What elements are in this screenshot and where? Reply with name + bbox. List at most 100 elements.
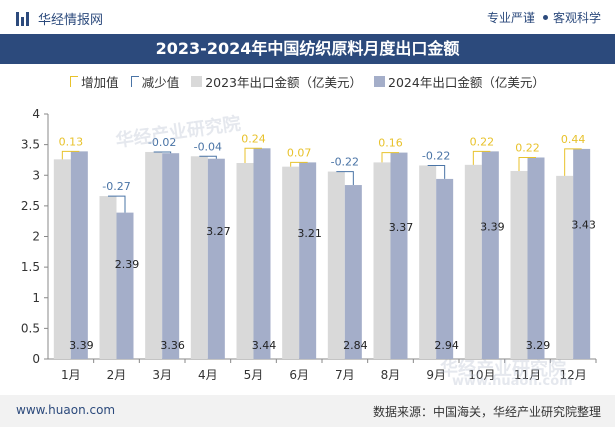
increase-bracket [518, 156, 536, 171]
value-label-2024: 2.94 [434, 339, 459, 352]
change-label: -0.04 [194, 140, 222, 153]
watermark-3: www.huaon.com [452, 374, 573, 389]
legend-increase: 增加值 [70, 72, 119, 91]
value-label-2024: 3.36 [160, 339, 185, 352]
dot-icon [542, 15, 548, 20]
value-label-2024: 3.44 [252, 339, 277, 352]
brand-logo-icon [16, 11, 30, 26]
change-label: 0.44 [561, 133, 586, 146]
change-label: -0.22 [422, 149, 450, 162]
chart-legend: 增加值 减少值 2023年出口金额（亿美元） 2024年出口金额（亿美元） [0, 70, 615, 92]
bar-2023 [556, 175, 574, 359]
bar-2024 [253, 148, 271, 359]
bar-2024 [207, 158, 225, 359]
bar-2023 [145, 151, 163, 359]
bar-2023 [53, 159, 71, 359]
change-label: 0.22 [470, 135, 495, 148]
y-tick-label: 0.5 [21, 321, 40, 335]
change-label: 0.16 [378, 137, 403, 150]
tagline: 专业严谨 客观科学 [487, 9, 601, 26]
bar-2023 [373, 162, 391, 359]
bar-2023 [99, 196, 117, 359]
bar-2024 [116, 212, 134, 359]
bar-2023 [464, 164, 482, 359]
value-label-2024: 2.39 [115, 258, 140, 271]
decrease-swatch-icon [130, 75, 139, 87]
bar-2024 [481, 151, 499, 359]
value-label-2024: 3.29 [526, 339, 551, 352]
change-label: -0.27 [102, 180, 130, 193]
y-tick-label: 3 [32, 168, 40, 182]
legend-2023: 2023年出口金额（亿美元） [191, 72, 362, 91]
decrease-bracket [108, 195, 126, 213]
change-label: 0.07 [287, 146, 312, 159]
y-tick-label: 2 [32, 230, 40, 244]
decrease-bracket [153, 151, 172, 154]
chart-title: 2023-2024年中国纺织原料月度出口金额 [0, 34, 615, 64]
increase-bracket [564, 148, 582, 176]
bar-2023 [282, 166, 300, 359]
footer-website-link[interactable]: www.huaon.com [16, 403, 116, 417]
value-label-2024: 3.37 [389, 221, 414, 234]
x-tick-label: 8月 [381, 368, 401, 382]
decrease-bracket [199, 155, 217, 159]
decrease-bracket [427, 164, 446, 179]
x-tick-label: 11月 [514, 368, 541, 382]
y-tick-label: 1.5 [21, 260, 40, 274]
bar-2023 [419, 165, 437, 359]
bar-2024 [436, 178, 454, 359]
bar-2024 [344, 185, 362, 359]
value-label-2024: 3.21 [297, 227, 322, 240]
x-tick-label: 6月 [289, 368, 309, 382]
value-label-2024: 2.84 [343, 339, 368, 352]
series-2024-swatch-icon [374, 75, 386, 87]
value-label-2024: 3.27 [206, 225, 231, 238]
increase-bracket [244, 147, 262, 163]
y-tick-label: 3.5 [21, 138, 40, 152]
value-label-2024: 3.39 [480, 220, 505, 233]
footer: www.huaon.com 数据来源：中国海关，华经产业研究院整理 [0, 395, 615, 427]
x-tick-label: 7月 [335, 368, 355, 382]
bar-2023 [236, 163, 254, 359]
y-tick-label: 2.5 [21, 199, 40, 213]
x-tick-label: 1月 [61, 368, 81, 382]
decrease-bracket [336, 171, 354, 186]
change-label: -0.22 [331, 156, 359, 169]
tagline-a: 专业严谨 [486, 11, 535, 25]
bar-2024 [573, 148, 591, 359]
watermark-2: 华经产业研究院 [440, 359, 566, 380]
increase-swatch-icon [70, 75, 79, 87]
x-tick-label: 2月 [107, 368, 127, 382]
y-tick-label: 4 [32, 107, 40, 121]
top-bar: 华经情报网 专业严谨 客观科学 [0, 0, 615, 34]
bar-2023 [190, 156, 208, 359]
x-tick-label: 9月 [426, 368, 446, 382]
change-label: 0.22 [515, 141, 540, 154]
bar-2023 [510, 170, 528, 359]
legend-2024: 2024年出口金额（亿美元） [374, 72, 545, 91]
change-label: -0.02 [148, 136, 176, 149]
footer-source: 数据来源：中国海关，华经产业研究院整理 [372, 405, 601, 419]
change-label: 0.13 [59, 135, 84, 148]
value-label-2024: 3.39 [69, 339, 94, 352]
bar-2024 [70, 151, 88, 359]
x-tick-label: 12月 [560, 368, 587, 382]
tagline-b: 客观科学 [552, 11, 601, 25]
value-label-2024: 3.43 [571, 219, 596, 232]
increase-bracket [472, 150, 491, 165]
bar-chart: 0 0.5 1 1.5 2 2.5 3 3.5 4 0.13 3.39 1月 -0.27 2.39 2月 -0… [21, 107, 597, 382]
bar-2024 [390, 152, 408, 359]
bar-2024 [162, 153, 180, 359]
increase-bracket [381, 152, 399, 163]
x-tick-label: 3月 [152, 368, 172, 382]
increase-bracket [290, 161, 308, 167]
y-tick-label: 1 [32, 291, 40, 305]
change-label: 0.24 [241, 132, 266, 145]
bar-2024 [299, 162, 317, 359]
brand-name: 华经情报网 [38, 13, 104, 28]
brand[interactable]: 华经情报网 [16, 9, 103, 28]
bar-2023 [327, 171, 345, 359]
x-tick-label: 10月 [468, 368, 495, 382]
bar-2024 [527, 157, 545, 359]
legend-decrease: 减少值 [130, 72, 179, 91]
